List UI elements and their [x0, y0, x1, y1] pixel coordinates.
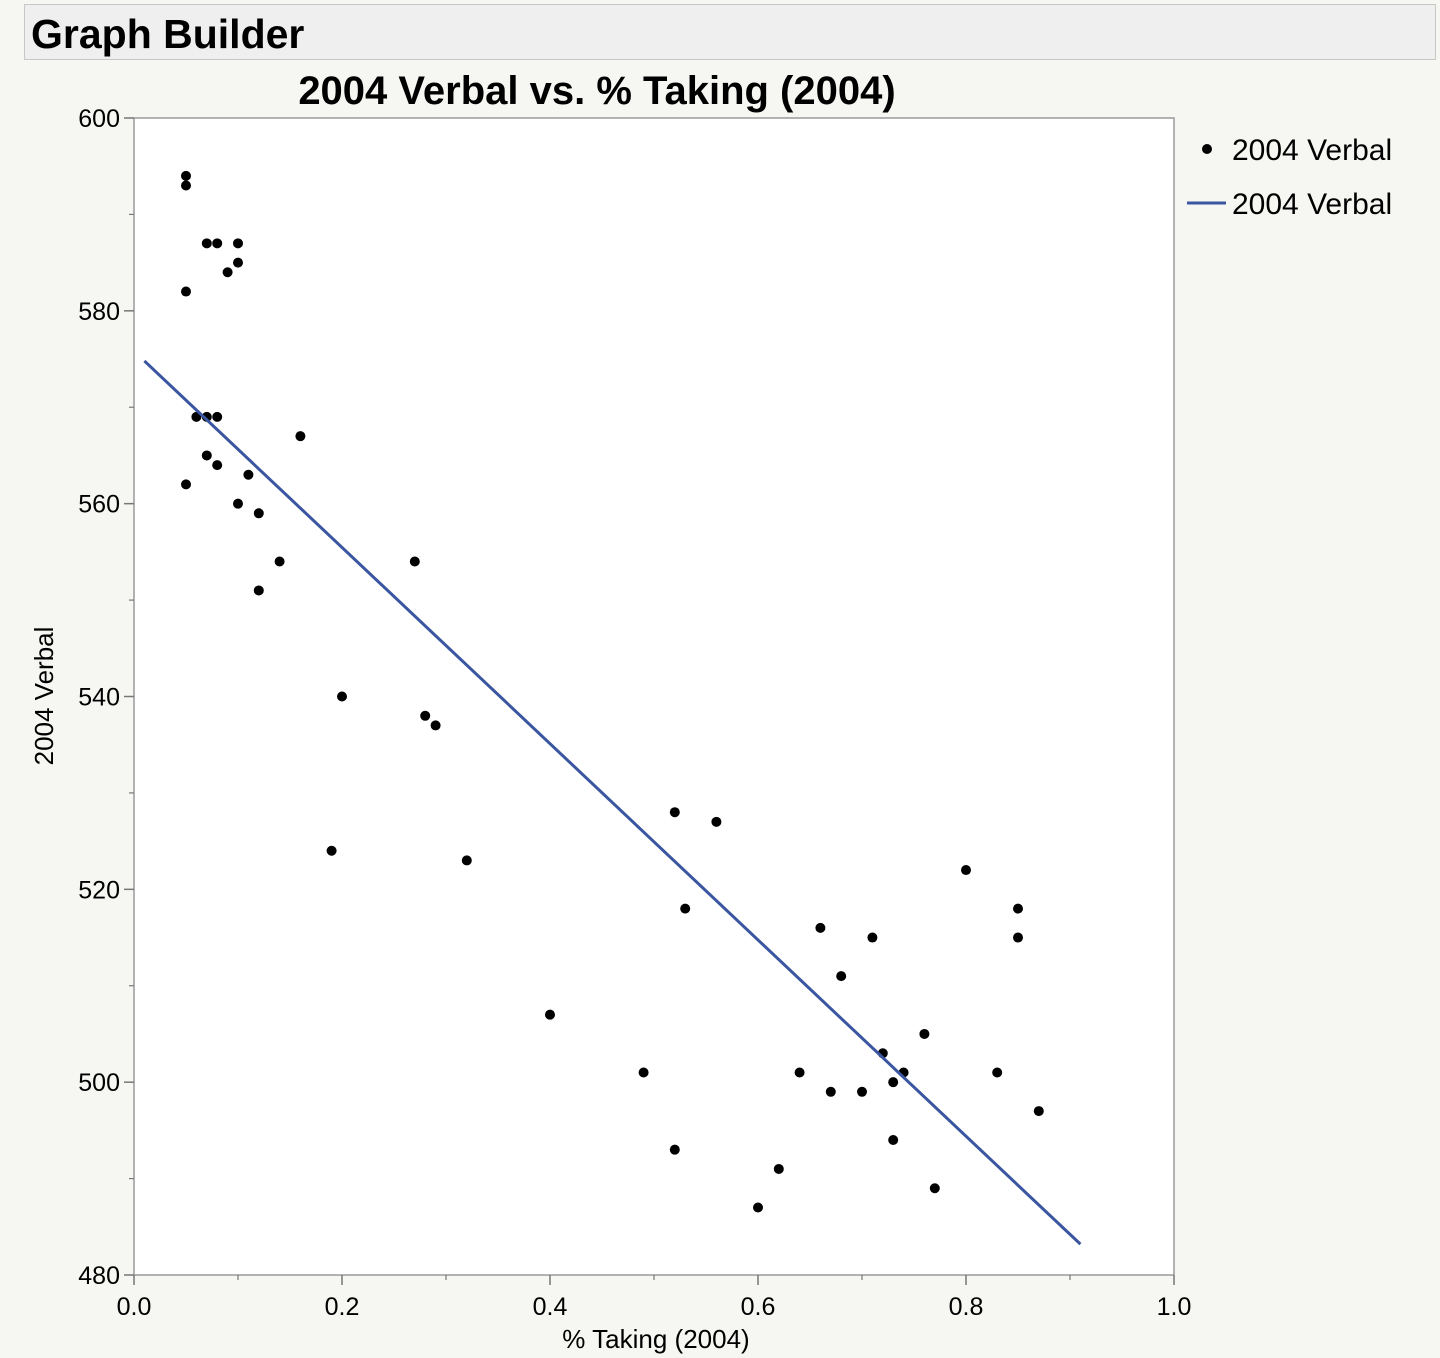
x-tick-label: 0.0 — [117, 1293, 152, 1321]
data-point — [201, 238, 212, 249]
window-title: Graph Builder — [31, 11, 305, 57]
data-point — [295, 431, 306, 442]
y-axis-label: 2004 Verbal — [29, 627, 59, 766]
x-tick-label: 0.6 — [741, 1293, 776, 1321]
data-point — [243, 469, 254, 480]
x-axis-label: % Taking (2004) — [562, 1324, 749, 1354]
y-tick-label: 540 — [78, 684, 120, 712]
data-point — [212, 411, 223, 422]
data-point — [274, 556, 285, 567]
data-point — [857, 1086, 867, 1097]
data-point — [181, 180, 191, 191]
y-tick-label: 600 — [78, 105, 120, 133]
data-point — [420, 710, 431, 721]
data-point — [201, 450, 212, 461]
data-point — [825, 1086, 836, 1097]
data-point — [253, 508, 264, 519]
fit-line-group — [143, 359, 1082, 1246]
data-point — [638, 1067, 649, 1078]
x-tick-label: 1.0 — [1157, 1293, 1192, 1321]
data-point — [961, 865, 971, 876]
legend-marker-icon — [1202, 144, 1212, 154]
y-tick-label: 580 — [78, 298, 120, 326]
data-point — [233, 238, 243, 249]
x-tick-label: 0.4 — [533, 1293, 568, 1321]
data-point — [233, 257, 243, 268]
data-point — [1033, 1106, 1044, 1117]
chart-title: 2004 Verbal vs. % Taking (2004) — [298, 69, 895, 113]
data-point — [867, 932, 878, 943]
data-point — [888, 1135, 899, 1146]
data-point — [430, 720, 441, 731]
legend-item-line-label: 2004 Verbal — [1232, 188, 1392, 221]
data-point — [929, 1183, 940, 1194]
data-point — [1013, 903, 1023, 914]
data-point — [253, 585, 264, 596]
data-point — [888, 1077, 899, 1088]
y-axis: 480 500 520 540 560 580 600 — [78, 105, 134, 1290]
data-point — [992, 1067, 1003, 1078]
data-points — [181, 170, 1044, 1213]
data-point — [212, 460, 223, 471]
data-point — [711, 816, 722, 827]
x-tick-label: 0.2 — [325, 1293, 360, 1321]
fit-line — [143, 359, 1082, 1246]
data-point — [773, 1163, 784, 1174]
data-point — [753, 1202, 763, 1213]
y-tick-label: 560 — [78, 491, 120, 519]
graph-builder-header: Graph Builder — [24, 4, 1436, 60]
data-point — [409, 556, 420, 567]
data-point — [181, 286, 191, 297]
data-point — [669, 1144, 680, 1155]
y-tick-label: 500 — [78, 1069, 120, 1097]
data-point — [794, 1067, 805, 1078]
y-tick-label: 480 — [78, 1262, 120, 1290]
x-axis: 0.0 0.2 0.4 0.6 0.8 1.0 — [117, 1275, 1192, 1321]
data-point — [222, 267, 233, 278]
plot-area — [133, 117, 1175, 1276]
data-point — [233, 498, 243, 509]
data-point — [669, 807, 680, 818]
data-point — [181, 479, 191, 490]
x-tick-label: 0.8 — [949, 1293, 984, 1321]
data-point — [680, 903, 691, 914]
data-point — [545, 1009, 555, 1020]
data-point — [1013, 932, 1023, 943]
y-tick-label: 520 — [78, 876, 120, 904]
data-point — [181, 170, 191, 181]
data-point — [919, 1028, 930, 1039]
data-point — [461, 855, 472, 866]
legend-item-points-label: 2004 Verbal — [1232, 134, 1392, 167]
data-point — [326, 845, 337, 856]
data-point — [212, 238, 223, 249]
data-point — [836, 971, 847, 982]
legend: 2004 Verbal 2004 Verbal — [1187, 134, 1392, 221]
data-point — [815, 922, 826, 933]
data-point — [337, 691, 347, 702]
